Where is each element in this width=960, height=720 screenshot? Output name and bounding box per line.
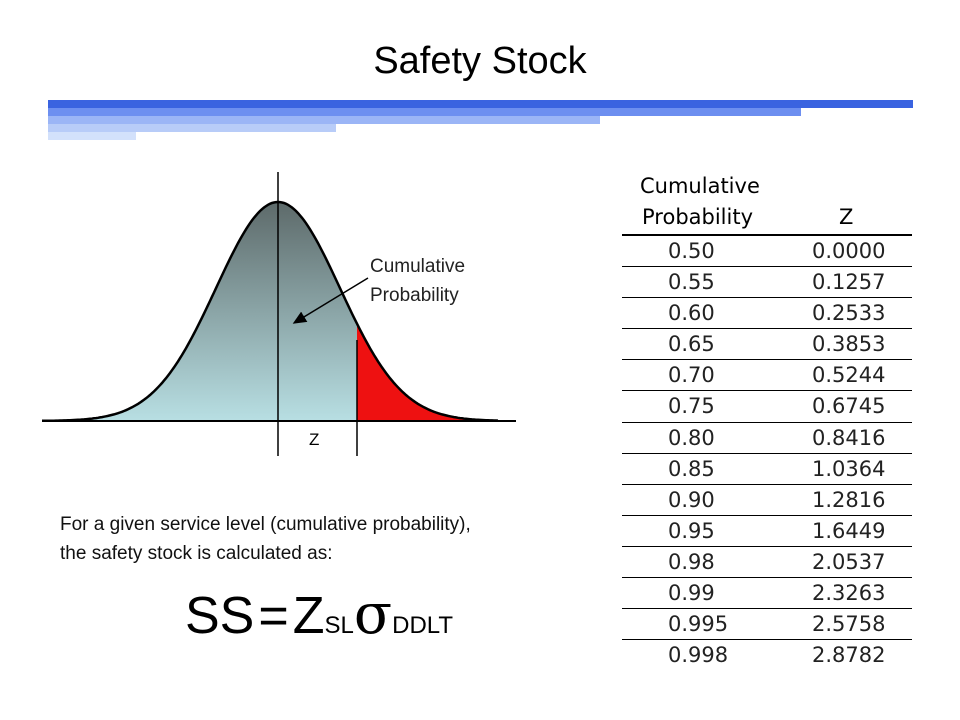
formula-sigma-subscript: DDLT (392, 612, 453, 639)
cell-z: 0.5244 (812, 363, 886, 388)
cell-z: 0.3853 (812, 332, 886, 357)
slide-title: Safety Stock (373, 40, 587, 82)
cell-z: 2.3263 (812, 581, 886, 606)
cell-probability: 0.55 (668, 270, 715, 295)
cell-z: 1.6449 (812, 518, 886, 543)
table-row: 0.998 2.8782 (622, 640, 912, 670)
annotation-line-2: Probability (370, 285, 459, 306)
table-row: 0.60 0.2533 (622, 298, 912, 330)
cell-z: 2.0537 (812, 549, 886, 574)
cell-probability: 0.85 (668, 456, 715, 481)
table-row: 0.80 0.8416 (622, 423, 912, 454)
table-body: 0.50 0.0000 0.55 0.1257 0.60 0.2533 0.65 0.3853… (622, 236, 912, 670)
cell-probability: 0.50 (668, 239, 715, 263)
cell-z: 1.2816 (812, 487, 886, 512)
header-probability-line-2: Probability (642, 205, 754, 229)
cell-probability: 0.995 (668, 612, 729, 637)
z-marker-label: Z (309, 430, 320, 449)
table-row: 0.55 0.1257 (622, 267, 912, 299)
cell-probability: 0.75 (668, 394, 715, 419)
formula-z-subscript: SL (324, 612, 354, 639)
cell-probability: 0.65 (668, 332, 715, 357)
table-row: 0.75 0.6745 (622, 391, 912, 423)
safety-stock-formula: SS=ZSLσDDLT (185, 582, 453, 652)
table-row: 0.98 2.0537 (622, 547, 912, 579)
header-stripe-3 (48, 116, 600, 124)
description-line-1: For a given service level (cumulative pr… (60, 514, 471, 535)
cumulative-probability-annotation: Cumulative Probability (370, 252, 465, 310)
formula-lhs: SS (185, 587, 255, 645)
z-value-table: Cumulative Probability Z 0.50 0.0000 0.55 0… (622, 172, 912, 670)
cell-z: 0.2533 (812, 301, 886, 326)
table-row: 0.50 0.0000 (622, 236, 912, 268)
header-probability-line-1: Cumulative (640, 174, 760, 198)
description-line-2: the safety stock is calculated as: (60, 543, 333, 564)
formula-z: Z (292, 587, 325, 645)
table-row: 0.95 1.6449 (622, 516, 912, 547)
cell-z: 0.8416 (812, 425, 886, 450)
description-text: For a given service level (cumulative pr… (60, 510, 600, 568)
cumulative-probability-area (42, 202, 357, 421)
table-row: 0.99 2.3263 (622, 578, 912, 610)
header-stripe-5 (48, 132, 136, 140)
formula-equals: = (258, 587, 289, 645)
cell-probability: 0.90 (668, 487, 715, 512)
header-stripe-1 (48, 100, 913, 108)
header-stripe-2 (48, 108, 801, 116)
cell-z: 2.5758 (812, 612, 886, 637)
table-row: 0.995 2.5758 (622, 609, 912, 641)
cell-z: 0.0000 (812, 239, 886, 263)
table-row: 0.85 1.0364 (622, 454, 912, 485)
normal-distribution-diagram (42, 172, 516, 456)
cell-probability: 0.95 (668, 518, 715, 543)
annotation-line-1: Cumulative (370, 256, 466, 277)
header-stripe-4 (48, 124, 336, 132)
cell-probability: 0.60 (668, 301, 715, 326)
cell-probability: 0.70 (668, 363, 715, 388)
bell-curve-outline (42, 200, 499, 423)
stockout-tail-area (357, 323, 498, 421)
annotation-arrow (292, 277, 369, 324)
table-row: 0.70 0.5244 (622, 360, 912, 392)
cell-probability: 0.99 (668, 581, 715, 606)
table-row: 0.65 0.3853 (622, 329, 912, 361)
cell-z: 1.0364 (812, 456, 886, 481)
cell-z: 2.8782 (812, 643, 886, 668)
cell-z: 0.1257 (812, 270, 886, 295)
cell-probability: 0.98 (668, 549, 715, 574)
table-row: 0.90 1.2816 (622, 485, 912, 516)
cell-z: 0.6745 (812, 394, 886, 419)
cell-probability: 0.80 (668, 425, 715, 450)
cell-probability: 0.998 (668, 643, 729, 668)
formula-sigma: σ (353, 582, 393, 647)
header-z: Z (839, 205, 854, 229)
table-header: Cumulative Probability Z (622, 172, 912, 236)
